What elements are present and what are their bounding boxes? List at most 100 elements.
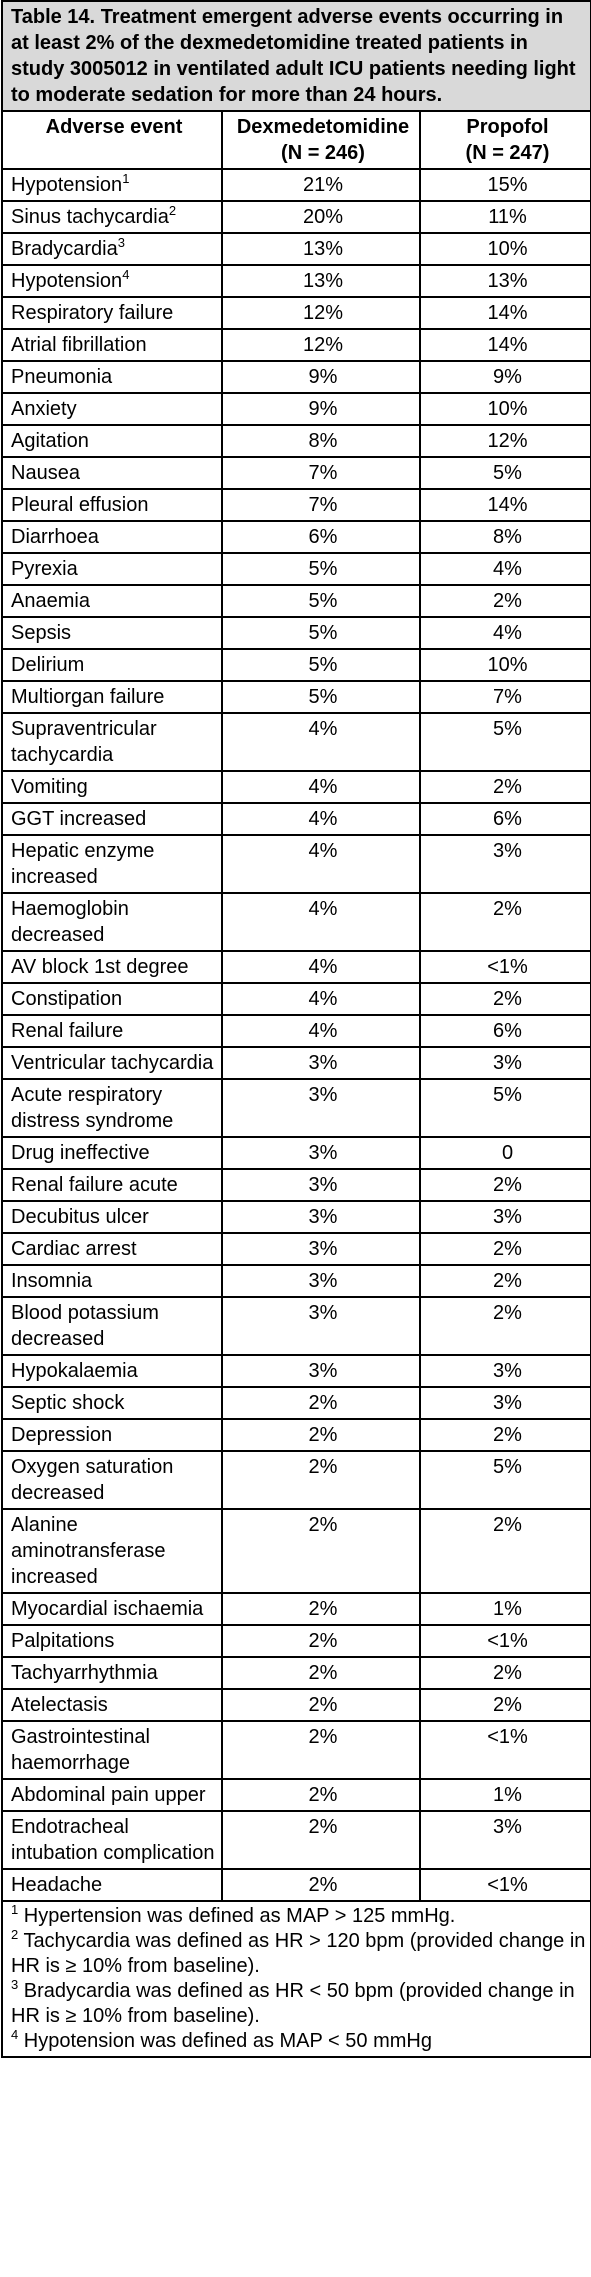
dexmedetomidine-value: 5% xyxy=(221,680,421,714)
adverse-event-name: Pneumonia xyxy=(11,366,113,388)
adverse-event-name: Diarrhoea xyxy=(11,526,99,548)
adverse-event-name: Renal failure acute xyxy=(11,1174,178,1196)
table-row: Atrial fibrillation 12% 14% xyxy=(1,328,591,362)
adverse-event-cell: Septic shock xyxy=(1,1386,223,1420)
adverse-event-name: Hypotension xyxy=(11,270,123,292)
adverse-event-cell: Supraventricular tachycardia xyxy=(1,712,223,772)
dexmedetomidine-value: 5% xyxy=(221,648,421,682)
adverse-event-cell: Atelectasis xyxy=(1,1688,223,1722)
dexmedetomidine-value: 3% xyxy=(221,1046,421,1080)
table-row: Anxiety 9% 10% xyxy=(1,392,591,426)
adverse-event-cell: Constipation xyxy=(1,982,223,1016)
footnote-number: 2 xyxy=(11,1927,19,1942)
table-row: GGT increased 4% 6% xyxy=(1,802,591,836)
dexmedetomidine-value: 13% xyxy=(221,232,421,266)
adverse-event-name: Endotracheal intubation complication xyxy=(11,1816,215,1864)
propofol-value: 8% xyxy=(418,520,591,554)
table-row: Gastrointestinal haemorrhage 2% <1% xyxy=(1,1720,591,1780)
footnote-number: 1 xyxy=(11,1902,19,1917)
adverse-event-name: Tachyarrhythmia xyxy=(11,1662,158,1684)
propofol-value: <1% xyxy=(418,1624,591,1658)
table-row: Blood potassium decreased 3% 2% xyxy=(1,1296,591,1356)
dexmedetomidine-value: 4% xyxy=(221,802,421,836)
propofol-value: 3% xyxy=(418,1810,591,1870)
adverse-event-cell: Decubitus ulcer xyxy=(1,1200,223,1234)
adverse-event-cell: Headache xyxy=(1,1868,223,1902)
adverse-event-cell: Palpitations xyxy=(1,1624,223,1658)
table-row: Hypokalaemia 3% 3% xyxy=(1,1354,591,1388)
table-row: Multiorgan failure 5% 7% xyxy=(1,680,591,714)
table-row: Hypotension1 21% 15% xyxy=(1,168,591,202)
table-row: Cardiac arrest 3% 2% xyxy=(1,1232,591,1266)
dexmedetomidine-value: 2% xyxy=(221,1656,421,1690)
table-row: Respiratory failure 12% 14% xyxy=(1,296,591,330)
table-title-text: Treatment emergent adverse events occurr… xyxy=(11,6,576,106)
dexmedetomidine-value: 2% xyxy=(221,1508,421,1594)
table-row: Pneumonia 9% 9% xyxy=(1,360,591,394)
adverse-event-name: Delirium xyxy=(11,654,85,676)
adverse-event-name: Septic shock xyxy=(11,1392,125,1414)
dexmedetomidine-value: 7% xyxy=(221,488,421,522)
adverse-event-name: Depression xyxy=(11,1424,113,1446)
dexmedetomidine-value: 9% xyxy=(221,392,421,426)
dexmedetomidine-value: 3% xyxy=(221,1168,421,1202)
adverse-event-name: Atelectasis xyxy=(11,1694,108,1716)
adverse-event-name: Blood potassium decreased xyxy=(11,1302,159,1350)
table-row: Atelectasis 2% 2% xyxy=(1,1688,591,1722)
adverse-event-name: Alanine aminotransferase increased xyxy=(11,1514,166,1588)
adverse-event-name: Pyrexia xyxy=(11,558,78,580)
propofol-value: 1% xyxy=(418,1778,591,1812)
table-row: AV block 1st degree 4% <1% xyxy=(1,950,591,984)
adverse-event-cell: Cardiac arrest xyxy=(1,1232,223,1266)
propofol-value: 2% xyxy=(418,892,591,952)
propofol-value: <1% xyxy=(418,950,591,984)
propofol-value: 4% xyxy=(418,552,591,586)
adverse-event-name: Acute respiratory distress syndrome xyxy=(11,1084,174,1132)
adverse-event-cell: Bradycardia3 xyxy=(1,232,223,266)
dexmedetomidine-value: 3% xyxy=(221,1232,421,1266)
header-propofol: Propofol (N = 247) xyxy=(418,110,591,170)
propofol-value: 2% xyxy=(418,1168,591,1202)
dexmedetomidine-value: 4% xyxy=(221,892,421,952)
adverse-event-cell: Alanine aminotransferase increased xyxy=(1,1508,223,1594)
header-propofol-label: Propofol xyxy=(466,116,549,138)
dexmedetomidine-value: 4% xyxy=(221,1014,421,1048)
propofol-value: 10% xyxy=(418,392,591,426)
dexmedetomidine-value: 4% xyxy=(221,834,421,894)
table-row: Nausea 7% 5% xyxy=(1,456,591,490)
adverse-event-cell: Vomiting xyxy=(1,770,223,804)
propofol-value: 6% xyxy=(418,802,591,836)
dexmedetomidine-value: 2% xyxy=(221,1386,421,1420)
adverse-event-name: Sepsis xyxy=(11,622,72,644)
propofol-value: 2% xyxy=(418,770,591,804)
propofol-value: 3% xyxy=(418,1354,591,1388)
adverse-event-cell: Blood potassium decreased xyxy=(1,1296,223,1356)
table-title-label: Table 14. xyxy=(11,6,96,28)
adverse-event-name: Agitation xyxy=(11,430,89,452)
propofol-value: 2% xyxy=(418,584,591,618)
propofol-value: 10% xyxy=(418,232,591,266)
adverse-event-name: Palpitations xyxy=(11,1630,115,1652)
dexmedetomidine-value: 4% xyxy=(221,950,421,984)
adverse-event-cell: Renal failure xyxy=(1,1014,223,1048)
propofol-value: 3% xyxy=(418,1200,591,1234)
dexmedetomidine-value: 3% xyxy=(221,1200,421,1234)
adverse-event-cell: Hypotension4 xyxy=(1,264,223,298)
table-row: Anaemia 5% 2% xyxy=(1,584,591,618)
header-dexmedetomidine-label: Dexmedetomidine xyxy=(236,116,410,138)
propofol-value: 14% xyxy=(418,488,591,522)
propofol-value: 10% xyxy=(418,648,591,682)
propofol-value: 2% xyxy=(418,982,591,1016)
adverse-event-name: Sinus tachycardia xyxy=(11,206,169,228)
propofol-value: 1% xyxy=(418,1592,591,1626)
propofol-value: <1% xyxy=(418,1720,591,1780)
table-row: Myocardial ischaemia 2% 1% xyxy=(1,1592,591,1626)
propofol-value: 2% xyxy=(418,1296,591,1356)
dexmedetomidine-value: 5% xyxy=(221,616,421,650)
adverse-event-name: Drug ineffective xyxy=(11,1142,150,1164)
dexmedetomidine-value: 21% xyxy=(221,168,421,202)
table-row: Supraventricular tachycardia 4% 5% xyxy=(1,712,591,772)
adverse-event-name: Myocardial ischaemia xyxy=(11,1598,204,1620)
adverse-events-table: Table 14. Treatment emergent adverse eve… xyxy=(0,0,591,2058)
adverse-event-cell: Anxiety xyxy=(1,392,223,426)
